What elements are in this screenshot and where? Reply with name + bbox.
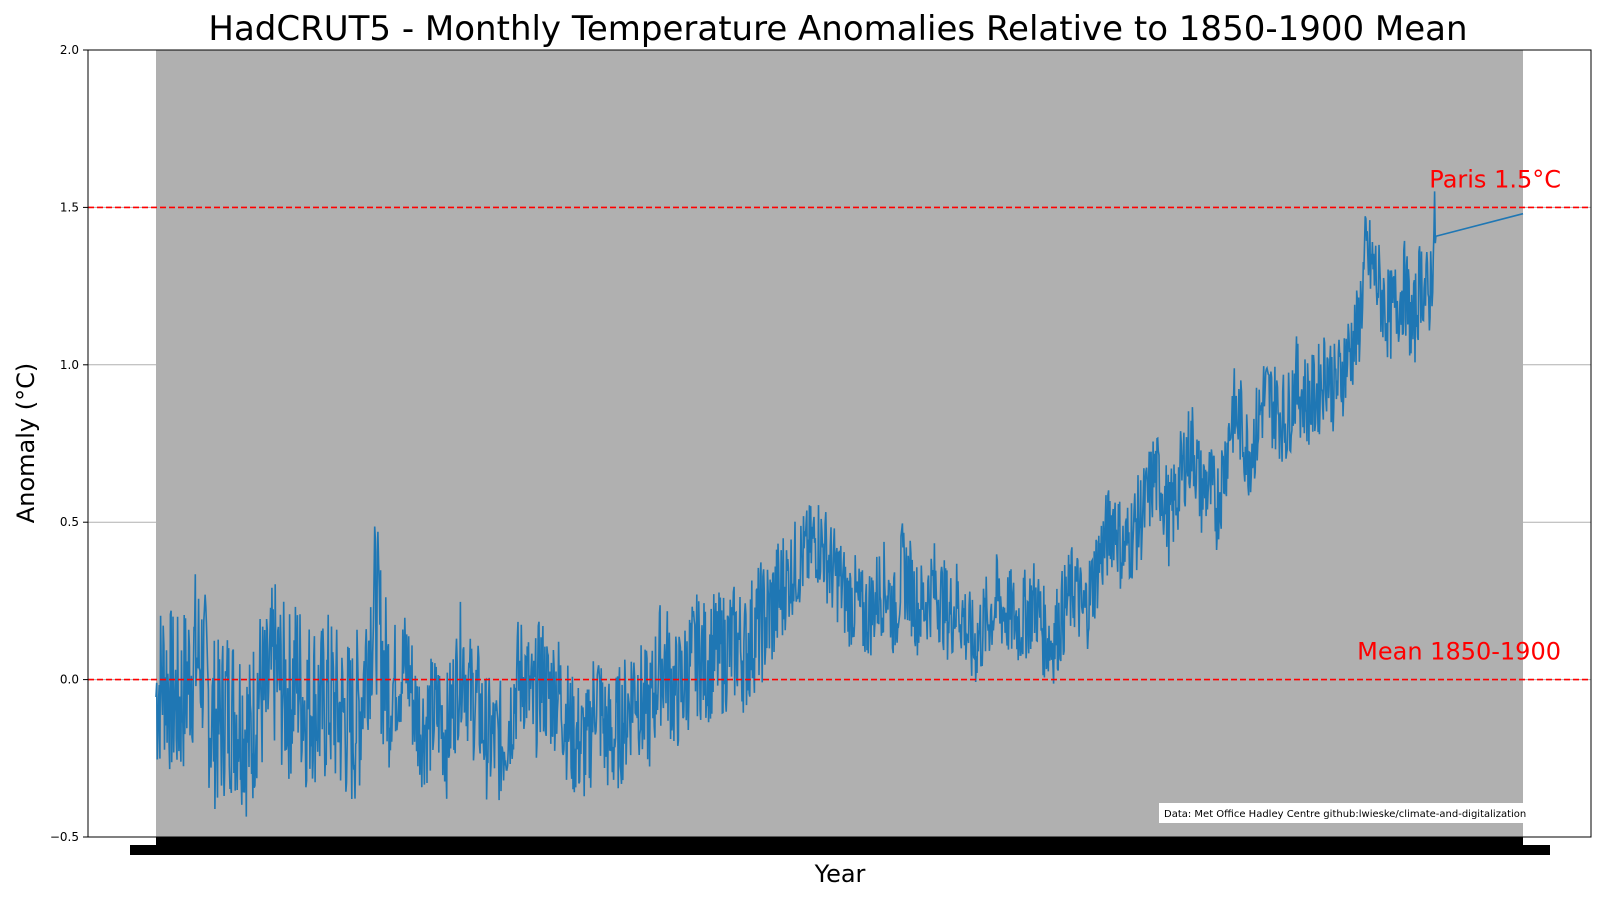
x-tick-labels-overlap [130,845,1550,855]
y-tick-label: 2.0 [60,43,79,57]
credit-text: Data: Met Office Hadley Centre github:lw… [1164,809,1526,820]
y-tick-label: 0.0 [60,673,79,687]
y-tick-label: 1.5 [60,200,79,214]
y-tick-label: 0.5 [60,515,79,529]
paris-label: Paris 1.5°C [1429,165,1561,193]
y-tick-label: −0.5 [50,830,79,844]
reference-lines: Paris 1.5°C Mean 1850-1900 [88,165,1591,681]
y-ticks: −0.5 0.0 0.5 1.0 1.5 2.0 [50,43,88,844]
y-tick-label: 1.0 [60,358,79,372]
x-tick-marks [156,837,1523,845]
x-tick-band [130,837,1550,855]
y-axis-label: Anomaly (°C) [12,363,40,523]
series-layer [155,191,1524,817]
mean-label: Mean 1850-1900 [1357,638,1561,666]
chart-title: HadCRUT5 - Monthly Temperature Anomalies… [208,9,1467,49]
x-axis-label: Year [814,860,866,888]
credit-box [1159,803,1575,823]
anomaly-series-line [155,191,1524,817]
